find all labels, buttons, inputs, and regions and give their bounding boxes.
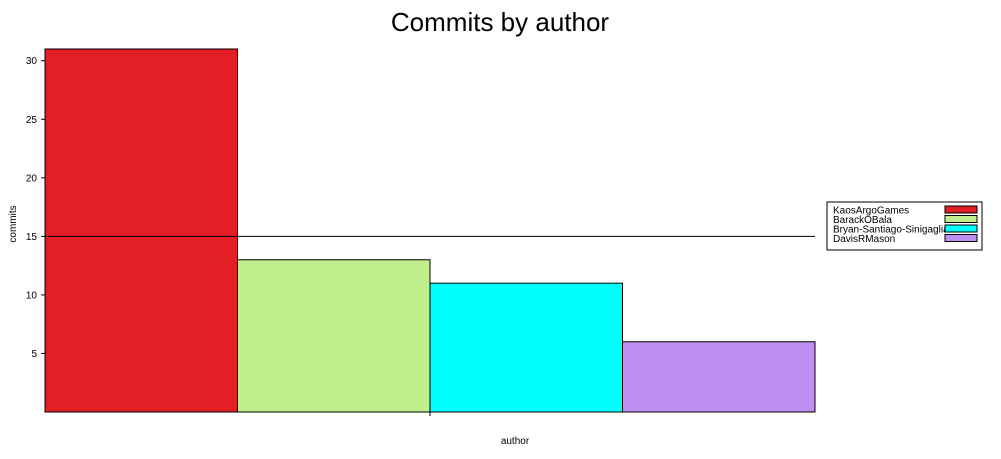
legend-label: KaosArgoGames (833, 206, 909, 217)
legend: KaosArgoGamesBarackOBalaBryan-Santiago-S… (826, 201, 983, 251)
legend-swatch (944, 205, 978, 214)
y-tick-label: 25 (26, 115, 38, 126)
legend-label: BarackOBala (833, 215, 892, 226)
legend-label: Bryan-Santiago-Sinigaglia (833, 225, 949, 236)
legend-label: DavisRMason (833, 234, 895, 245)
y-tick-label: 20 (26, 173, 38, 184)
bar-kaosargogames (44, 48, 238, 413)
bar-davisrmason (622, 341, 816, 413)
y-tick-label: 5 (31, 349, 37, 360)
legend-swatch (944, 224, 978, 233)
y-tick-label: 15 (26, 232, 38, 243)
bar-bryan-santiago-sinigaglia (429, 282, 623, 413)
legend-swatch (944, 215, 978, 223)
y-tick-label: 10 (26, 290, 38, 301)
y-axis-label: commits (8, 205, 19, 242)
y-tick-label: 30 (26, 56, 38, 67)
plot-area: 5 10 15 20 25 30 (26, 48, 816, 416)
legend-swatch (944, 234, 978, 242)
chart-title: Commits by author (391, 7, 610, 37)
bar-barackobala (237, 259, 431, 413)
x-axis-label: author (501, 436, 530, 447)
